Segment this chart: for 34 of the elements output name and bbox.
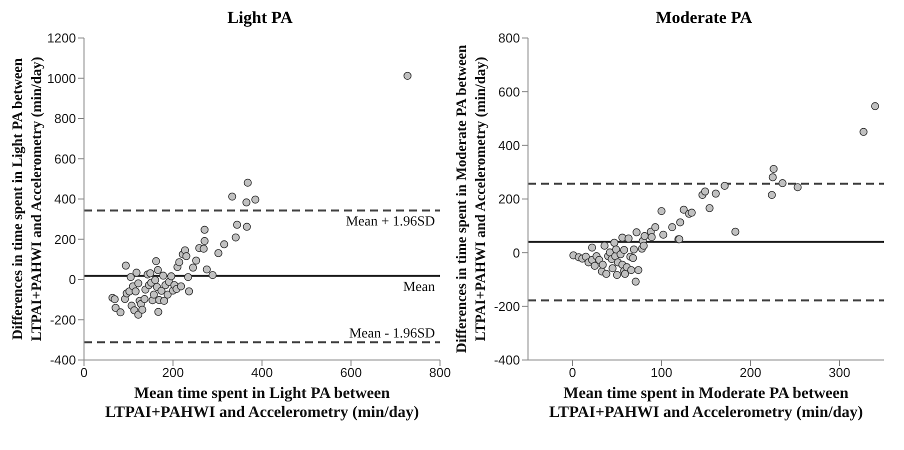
x-axis-title: Mean time spent in Light PA between LTPAI+PAHWI and Accelerometry (min/day): [105, 385, 419, 421]
y-tick-label: 200: [54, 232, 76, 247]
x-tick-label: 0: [568, 365, 576, 380]
x-tick-label: 600: [340, 365, 362, 380]
ref-line-label: Mean - 1.96SD: [349, 326, 435, 342]
ref-line-label: Mean: [403, 280, 435, 295]
y-tick-label: 600: [498, 84, 520, 100]
y-tick-label: -200: [50, 312, 76, 328]
chart-title: Light PA: [226, 8, 294, 29]
y-axis-title: Differences in time spent in Light PA between LTPAI+PAHWI and Accelerometry (min/day): [10, 56, 45, 342]
y-tick-label: -400: [494, 352, 520, 368]
y-tick-label: -400: [50, 352, 76, 368]
y-tick-label: 200: [498, 192, 520, 207]
x-tick-label: 200: [162, 365, 184, 380]
y-tick-label: 0: [512, 245, 520, 260]
y-tick-label: 400: [498, 138, 520, 153]
x-axis-title: Mean time spent in Moderate PA between LTPAI+PAHWI and Accelerometry (min/day): [549, 385, 863, 421]
y-tick-label: 1000: [47, 70, 76, 86]
y-tick-label: 400: [54, 192, 76, 207]
ref-line-label: Mean + 1.96SD: [346, 214, 435, 230]
x-tick-label: 200: [740, 365, 762, 380]
y-axis-title: Differences in time spent in Moderate PA between LTPAI+PAHWI and Accelerometry (min/day): [454, 44, 489, 354]
y-tick-label: -200: [494, 298, 520, 314]
y-tick-label: 800: [498, 30, 520, 46]
y-tick-label: 600: [54, 151, 76, 166]
x-tick-label: 800: [429, 365, 451, 380]
y-tick-label: 0: [68, 272, 76, 288]
y-tick-label: 1200: [47, 30, 76, 46]
x-tick-label: 300: [828, 365, 850, 380]
chart-title: Moderate PA: [654, 8, 754, 29]
x-tick-label: 100: [650, 365, 672, 380]
x-tick-label: 0: [80, 365, 88, 380]
y-tick-label: 800: [54, 111, 76, 126]
x-tick-label: 400: [251, 365, 273, 380]
